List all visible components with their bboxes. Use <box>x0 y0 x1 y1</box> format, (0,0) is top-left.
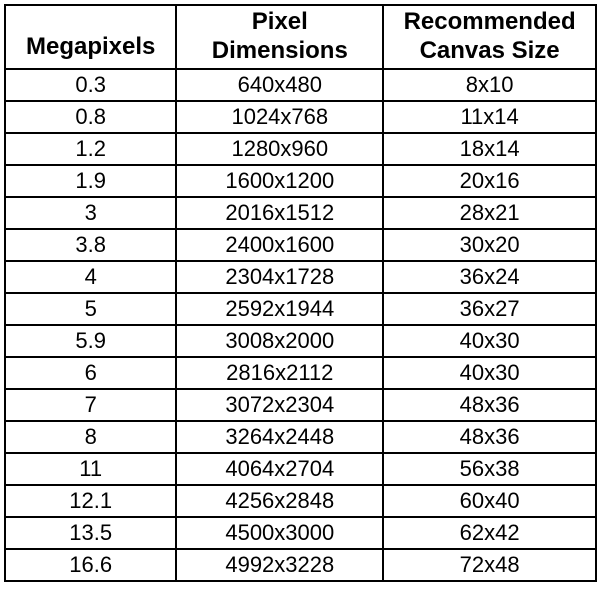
cell-pixel-dimensions: 640x480 <box>176 69 383 101</box>
cell-pixel-dimensions: 2304x1728 <box>176 261 383 293</box>
cell-megapixels: 3 <box>5 197 176 229</box>
cell-megapixels: 7 <box>5 389 176 421</box>
cell-pixel-dimensions: 1280x960 <box>176 133 383 165</box>
table-row: 83264x244848x36 <box>5 421 596 453</box>
megapixel-table: Megapixels Pixel Dimensions Recommended … <box>4 4 597 582</box>
cell-megapixels: 4 <box>5 261 176 293</box>
cell-canvas-size: 48x36 <box>383 389 596 421</box>
cell-pixel-dimensions: 4500x3000 <box>176 517 383 549</box>
cell-canvas-size: 8x10 <box>383 69 596 101</box>
cell-megapixels: 13.5 <box>5 517 176 549</box>
table-row: 16.64992x322872x48 <box>5 549 596 581</box>
cell-megapixels: 1.9 <box>5 165 176 197</box>
cell-canvas-size: 11x14 <box>383 101 596 133</box>
table-header: Megapixels Pixel Dimensions Recommended … <box>5 5 596 69</box>
cell-canvas-size: 60x40 <box>383 485 596 517</box>
table-row: 0.81024x76811x14 <box>5 101 596 133</box>
cell-canvas-size: 36x24 <box>383 261 596 293</box>
cell-pixel-dimensions: 3008x2000 <box>176 325 383 357</box>
table-row: 5.93008x200040x30 <box>5 325 596 357</box>
table-row: 52592x194436x27 <box>5 293 596 325</box>
column-header-canvas-size: Recommended Canvas Size <box>383 5 596 69</box>
cell-pixel-dimensions: 2400x1600 <box>176 229 383 261</box>
table-row: 32016x151228x21 <box>5 197 596 229</box>
cell-pixel-dimensions: 3264x2448 <box>176 421 383 453</box>
header-label-megapixels: Megapixels <box>26 33 155 60</box>
table-row: 1.91600x120020x16 <box>5 165 596 197</box>
cell-pixel-dimensions: 4992x3228 <box>176 549 383 581</box>
cell-canvas-size: 36x27 <box>383 293 596 325</box>
cell-megapixels: 8 <box>5 421 176 453</box>
cell-megapixels: 0.3 <box>5 69 176 101</box>
cell-canvas-size: 72x48 <box>383 549 596 581</box>
cell-pixel-dimensions: 4256x2848 <box>176 485 383 517</box>
cell-canvas-size: 30x20 <box>383 229 596 261</box>
cell-megapixels: 12.1 <box>5 485 176 517</box>
table-row: 3.82400x160030x20 <box>5 229 596 261</box>
cell-canvas-size: 28x21 <box>383 197 596 229</box>
table-row: 1.21280x96018x14 <box>5 133 596 165</box>
cell-megapixels: 16.6 <box>5 549 176 581</box>
column-header-megapixels: Megapixels <box>5 5 176 69</box>
header-label-canvas-line2: Canvas Size <box>420 37 560 64</box>
cell-canvas-size: 56x38 <box>383 453 596 485</box>
cell-megapixels: 0.8 <box>5 101 176 133</box>
cell-pixel-dimensions: 1024x768 <box>176 101 383 133</box>
column-header-pixel-dimensions: Pixel Dimensions <box>176 5 383 69</box>
table-row: 114064x270456x38 <box>5 453 596 485</box>
header-label-pixel-line2: Dimensions <box>212 37 348 64</box>
table-row: 62816x211240x30 <box>5 357 596 389</box>
cell-canvas-size: 48x36 <box>383 421 596 453</box>
cell-pixel-dimensions: 2816x2112 <box>176 357 383 389</box>
table-row: 42304x172836x24 <box>5 261 596 293</box>
cell-canvas-size: 62x42 <box>383 517 596 549</box>
cell-pixel-dimensions: 4064x2704 <box>176 453 383 485</box>
cell-megapixels: 5.9 <box>5 325 176 357</box>
table-row: 0.3640x4808x10 <box>5 69 596 101</box>
table-row: 12.14256x284860x40 <box>5 485 596 517</box>
cell-pixel-dimensions: 1600x1200 <box>176 165 383 197</box>
cell-pixel-dimensions: 2016x1512 <box>176 197 383 229</box>
table-header-row: Megapixels Pixel Dimensions Recommended … <box>5 5 596 69</box>
cell-megapixels: 3.8 <box>5 229 176 261</box>
table-body: 0.3640x4808x100.81024x76811x141.21280x96… <box>5 69 596 581</box>
cell-canvas-size: 20x16 <box>383 165 596 197</box>
cell-megapixels: 1.2 <box>5 133 176 165</box>
header-label-pixel-line1: Pixel <box>252 8 308 35</box>
cell-megapixels: 5 <box>5 293 176 325</box>
table-row: 73072x230448x36 <box>5 389 596 421</box>
cell-megapixels: 11 <box>5 453 176 485</box>
cell-canvas-size: 40x30 <box>383 325 596 357</box>
cell-megapixels: 6 <box>5 357 176 389</box>
cell-canvas-size: 40x30 <box>383 357 596 389</box>
cell-pixel-dimensions: 2592x1944 <box>176 293 383 325</box>
cell-canvas-size: 18x14 <box>383 133 596 165</box>
header-label-canvas-line1: Recommended <box>404 8 576 35</box>
table-row: 13.54500x300062x42 <box>5 517 596 549</box>
cell-pixel-dimensions: 3072x2304 <box>176 389 383 421</box>
